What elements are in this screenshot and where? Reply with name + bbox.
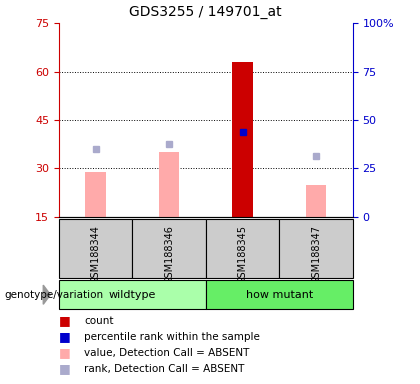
Text: value, Detection Call = ABSENT: value, Detection Call = ABSENT	[84, 348, 249, 358]
Bar	[159, 152, 179, 217]
Text: percentile rank within the sample: percentile rank within the sample	[84, 332, 260, 342]
Text: genotype/variation: genotype/variation	[4, 290, 103, 300]
Bar	[59, 280, 206, 309]
Bar	[206, 219, 279, 278]
Text: GSM188345: GSM188345	[238, 225, 247, 284]
Title: GDS3255 / 149701_at: GDS3255 / 149701_at	[129, 5, 282, 19]
Text: GSM188347: GSM188347	[311, 225, 321, 284]
Bar	[232, 62, 253, 217]
Text: count: count	[84, 316, 113, 326]
Bar	[59, 219, 132, 278]
Text: ■: ■	[59, 314, 71, 327]
Bar	[206, 280, 353, 309]
Text: ■: ■	[59, 362, 71, 376]
Bar	[306, 185, 326, 217]
Bar	[85, 172, 106, 217]
Text: wildtype: wildtype	[109, 290, 156, 300]
Text: ■: ■	[59, 330, 71, 343]
Polygon shape	[43, 285, 50, 304]
Text: GSM188346: GSM188346	[164, 225, 174, 284]
Bar	[132, 219, 206, 278]
Bar	[279, 219, 353, 278]
Text: how mutant: how mutant	[246, 290, 313, 300]
Text: rank, Detection Call = ABSENT: rank, Detection Call = ABSENT	[84, 364, 244, 374]
Text: ■: ■	[59, 346, 71, 359]
Text: GSM188344: GSM188344	[91, 225, 100, 284]
